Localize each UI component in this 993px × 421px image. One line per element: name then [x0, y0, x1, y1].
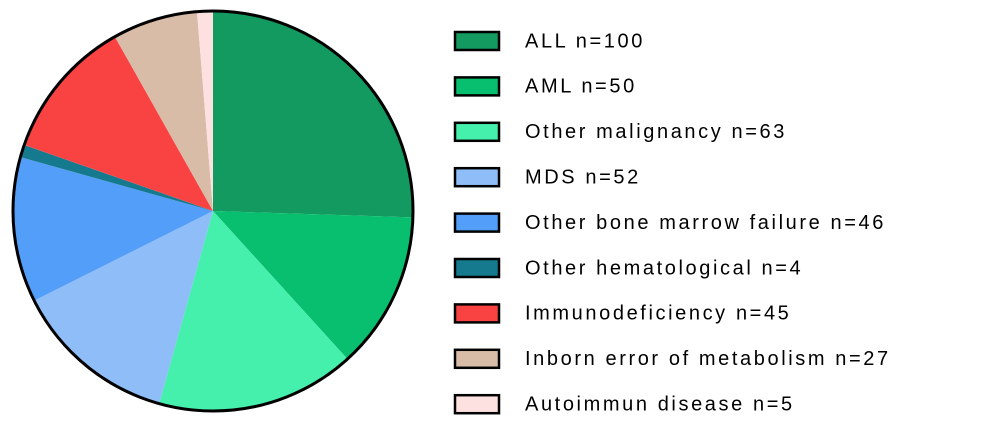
pie-slice — [20, 144, 214, 211]
legend-swatch — [453, 76, 501, 97]
legend-swatch — [453, 166, 501, 188]
pie-slice — [213, 211, 413, 360]
pie-outline — [11, 9, 415, 413]
pie-slice — [24, 36, 214, 211]
pie-slice — [34, 211, 214, 404]
legend-swatch — [453, 348, 501, 370]
pie-slice — [196, 11, 213, 211]
legend-label: Immunodeficiency n=45 — [525, 303, 791, 325]
legend-label: Other malignancy n=63 — [525, 121, 787, 143]
legend-label: Other bone marrow failure n=46 — [525, 212, 886, 234]
legend-swatch — [453, 30, 501, 52]
legend-swatch — [453, 393, 501, 415]
legend-label: ALL n=100 — [525, 30, 645, 52]
pie-slice — [159, 211, 348, 411]
legend-swatch — [453, 212, 501, 233]
legend-label: Inborn error of metabolism n=27 — [525, 348, 891, 370]
legend-swatch — [453, 257, 501, 279]
legend-swatch — [453, 121, 501, 143]
legend-label: MDS n=52 — [525, 166, 641, 188]
pie-slice — [12, 157, 213, 301]
legend-label: Autoimmun disease n=5 — [525, 393, 795, 415]
legend-swatch — [453, 303, 501, 324]
pie-slice — [213, 11, 414, 218]
pie-slice — [114, 11, 213, 212]
legend-label: AML n=50 — [525, 76, 637, 98]
legend-label: Other hematological n=4 — [525, 257, 803, 279]
